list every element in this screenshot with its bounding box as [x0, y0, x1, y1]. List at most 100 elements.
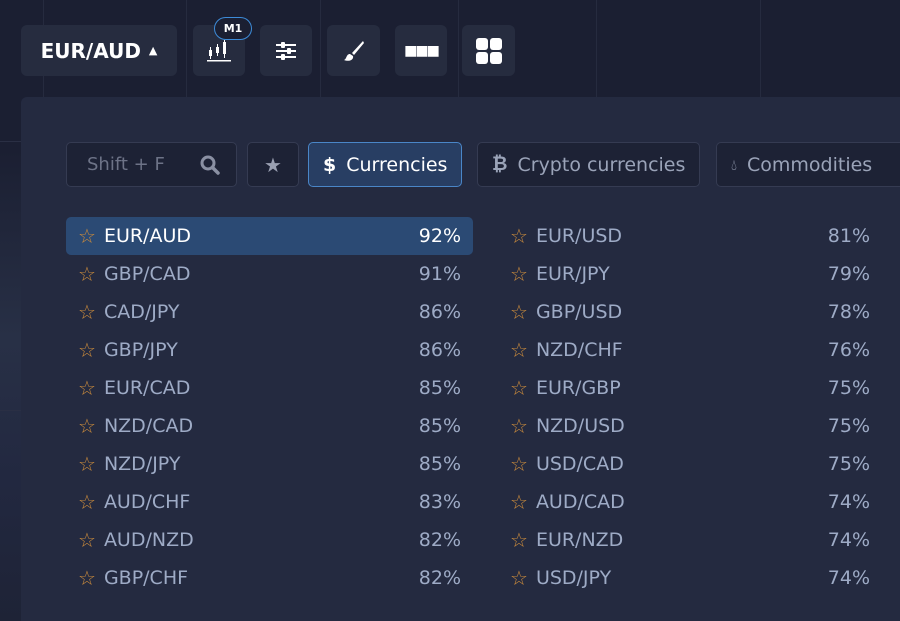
payout-percent: 85%: [418, 453, 461, 475]
chart-background: [0, 150, 21, 621]
favorite-star-icon[interactable]: ☆: [78, 414, 96, 438]
favorite-star-icon[interactable]: ☆: [78, 452, 96, 476]
more-dots-icon: ■■■: [404, 42, 440, 59]
indicators-button[interactable]: [260, 25, 312, 76]
layout-button[interactable]: [462, 25, 515, 76]
dollar-icon: $: [323, 153, 337, 176]
asset-row[interactable]: ☆ EUR/USD 81%: [498, 217, 882, 255]
payout-percent: 74%: [827, 567, 870, 589]
payout-percent: 83%: [418, 491, 461, 513]
asset-name: CAD/JPY: [103, 301, 180, 323]
asset-row[interactable]: ☆ CAD/JPY 86%: [66, 293, 473, 331]
asset-name: GBP/CHF: [103, 567, 189, 589]
payout-percent: 74%: [827, 529, 870, 551]
asset-name: EUR/GBP: [535, 377, 621, 399]
payout-percent: 85%: [418, 415, 461, 437]
tab-currencies[interactable]: $ Currencies: [308, 142, 463, 187]
symbol-label: EUR/AUD: [40, 38, 141, 63]
payout-percent: 92%: [418, 225, 461, 247]
asset-name: USD/CAD: [535, 453, 624, 475]
tab-commodities[interactable]: 💧︎ Commodities: [716, 142, 900, 187]
tab-label: Currencies: [346, 153, 448, 176]
favorite-star-icon[interactable]: ☆: [510, 338, 528, 362]
favorite-star-icon[interactable]: ☆: [78, 262, 96, 286]
favorite-star-icon[interactable]: ☆: [78, 376, 96, 400]
search-input[interactable]: Shift + F: [66, 142, 237, 187]
asset-row[interactable]: ☆ USD/CAD 75%: [498, 445, 882, 483]
asset-name: EUR/CAD: [103, 377, 191, 399]
asset-name: GBP/USD: [535, 301, 623, 323]
candlestick-chart-icon: [207, 39, 231, 61]
timeframe-badge[interactable]: M1: [214, 17, 252, 40]
asset-row[interactable]: ☆ NZD/CAD 85%: [66, 407, 473, 445]
favorite-star-icon[interactable]: ☆: [78, 528, 96, 552]
favorite-star-icon[interactable]: ☆: [510, 414, 528, 438]
favorite-star-icon[interactable]: ☆: [510, 376, 528, 400]
asset-row[interactable]: ☆ EUR/CAD 85%: [66, 369, 473, 407]
favorite-star-icon[interactable]: ☆: [510, 490, 528, 514]
asset-name: GBP/CAD: [103, 263, 191, 285]
asset-name: USD/JPY: [535, 567, 612, 589]
favorite-star-icon[interactable]: ☆: [78, 566, 96, 590]
favorite-star-icon[interactable]: ☆: [510, 528, 528, 552]
asset-name: EUR/JPY: [535, 263, 610, 285]
asset-row[interactable]: ☆ EUR/NZD 74%: [498, 521, 882, 559]
caret-up-icon: ▲: [148, 44, 158, 57]
payout-percent: 85%: [418, 377, 461, 399]
tab-crypto-currencies[interactable]: ₿ Crypto currencies: [477, 142, 701, 187]
asset-row[interactable]: ☆ GBP/CHF 82%: [66, 559, 473, 597]
asset-name: AUD/CAD: [535, 491, 625, 513]
asset-row[interactable]: ☆ EUR/JPY 79%: [498, 255, 882, 293]
payout-percent: 82%: [418, 529, 461, 551]
payout-percent: 86%: [418, 339, 461, 361]
asset-name: NZD/USD: [535, 415, 625, 437]
favorite-star-icon[interactable]: ☆: [510, 452, 528, 476]
payout-percent: 86%: [418, 301, 461, 323]
asset-row[interactable]: ☆ AUD/CHF 83%: [66, 483, 473, 521]
payout-percent: 82%: [418, 567, 461, 589]
favorite-star-icon[interactable]: ☆: [78, 490, 96, 514]
asset-name: AUD/CHF: [103, 491, 191, 513]
asset-row[interactable]: ☆ NZD/USD 75%: [498, 407, 882, 445]
favorite-star-icon[interactable]: ☆: [510, 300, 528, 324]
asset-row[interactable]: ☆ AUD/CAD 74%: [498, 483, 882, 521]
favorite-star-icon[interactable]: ☆: [510, 566, 528, 590]
asset-name: GBP/JPY: [103, 339, 178, 361]
favorite-star-icon[interactable]: ☆: [78, 224, 96, 248]
payout-percent: 81%: [827, 225, 870, 247]
asset-name: EUR/AUD: [103, 225, 191, 247]
asset-row[interactable]: ☆ EUR/AUD 92%: [66, 217, 473, 255]
drawing-button[interactable]: [327, 25, 380, 76]
payout-percent: 75%: [827, 377, 870, 399]
asset-row[interactable]: ☆ NZD/JPY 85%: [66, 445, 473, 483]
asset-row[interactable]: ☆ EUR/GBP 75%: [498, 369, 882, 407]
asset-name: EUR/NZD: [535, 529, 624, 551]
asset-name: EUR/USD: [535, 225, 623, 247]
favorite-star-icon[interactable]: ☆: [78, 300, 96, 324]
more-button[interactable]: ■■■: [395, 25, 447, 76]
search-icon: [200, 155, 220, 175]
asset-row[interactable]: ☆ GBP/CAD 91%: [66, 255, 473, 293]
favorites-tab[interactable]: ★: [247, 142, 299, 187]
bitcoin-icon: ₿: [492, 153, 508, 175]
tab-label: Crypto currencies: [517, 153, 686, 176]
asset-row[interactable]: ☆ GBP/USD 78%: [498, 293, 882, 331]
sliders-icon: [276, 41, 296, 60]
favorite-star-icon[interactable]: ☆: [78, 338, 96, 362]
asset-row[interactable]: ☆ USD/JPY 74%: [498, 559, 882, 597]
asset-name: NZD/CAD: [103, 415, 194, 437]
asset-name: NZD/CHF: [535, 339, 623, 361]
asset-row[interactable]: ☆ GBP/JPY 86%: [66, 331, 473, 369]
brush-icon: [343, 40, 364, 61]
payout-percent: 75%: [827, 453, 870, 475]
grid-layout-icon: [475, 37, 502, 64]
favorite-star-icon[interactable]: ☆: [510, 224, 528, 248]
asset-row[interactable]: ☆ AUD/NZD 82%: [66, 521, 473, 559]
symbol-selector-button[interactable]: EUR/AUD ▲: [21, 25, 177, 76]
payout-percent: 91%: [418, 263, 461, 285]
payout-percent: 76%: [827, 339, 870, 361]
asset-row[interactable]: ☆ NZD/CHF 76%: [498, 331, 882, 369]
favorite-star-icon[interactable]: ☆: [510, 262, 528, 286]
star-icon: ★: [264, 152, 282, 177]
payout-percent: 79%: [827, 263, 870, 285]
